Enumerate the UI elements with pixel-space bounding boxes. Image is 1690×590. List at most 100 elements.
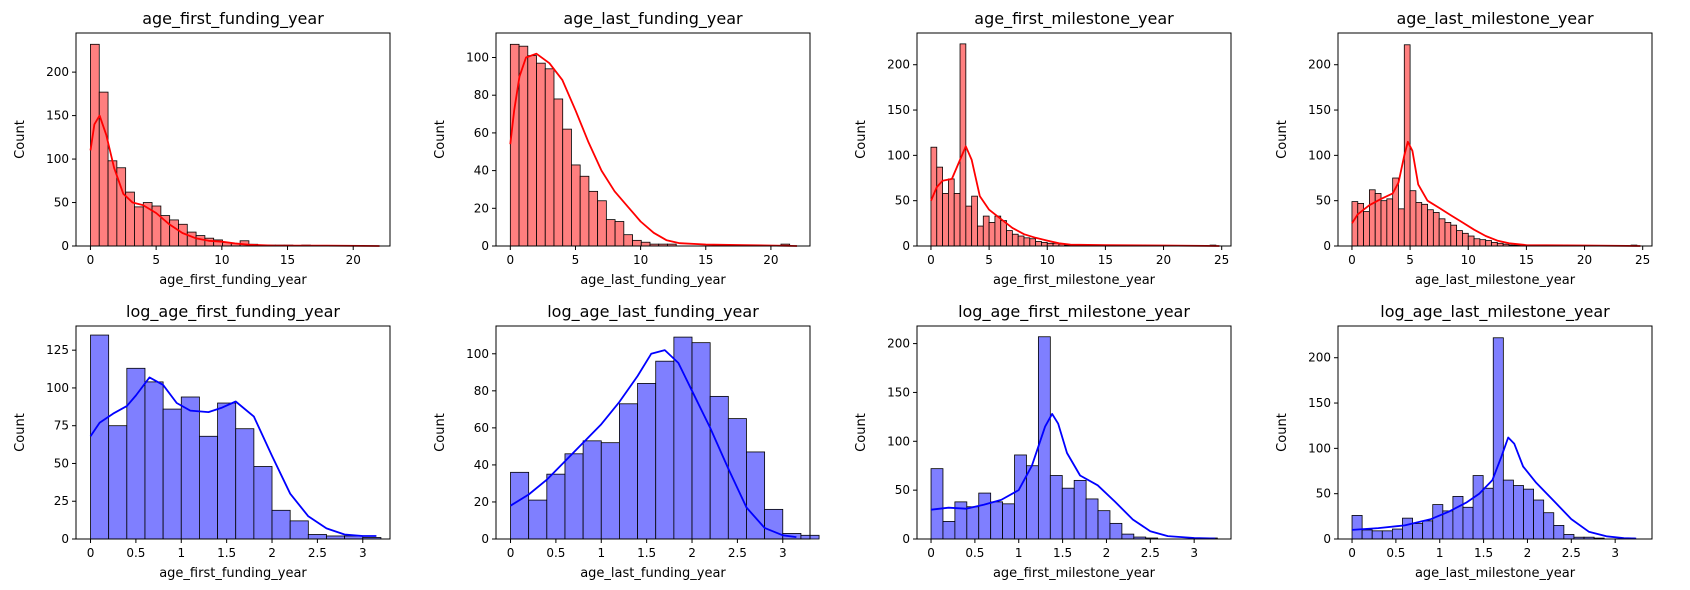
x-tick-label: 0 [507,546,515,560]
histogram-bar [990,501,1004,540]
x-tick-label: 3 [779,546,787,560]
y-tick-label: 80 [474,384,489,398]
x-tick-label: 5 [572,253,580,267]
subplot-1: 0 5 10 15 20050100150200age_first_funding_ye… [13,9,391,288]
histogram-bar [169,219,179,247]
histogram-bar [619,403,638,540]
histogram-bar [1026,465,1039,540]
kde-line [89,376,377,537]
y-axis-label: Count [433,120,448,159]
histogram-bar [1085,498,1099,540]
histogram-bar [605,219,616,247]
x-tick-label: 0 [927,253,935,267]
x-tick-label: 1 [177,546,185,560]
x-tick-label: 0 [1348,546,1356,560]
histogram-bar [965,205,973,247]
histogram-bar [1035,241,1042,247]
histogram-bar [1427,209,1434,247]
y-tick-label: 50 [1316,194,1331,208]
axes-frame [1337,32,1653,247]
y-tick-label: 40 [474,458,489,472]
histogram-bar [1502,479,1514,540]
histogram-bar [186,231,197,247]
subplot-title: log_age_first_funding_year [126,302,340,322]
histogram-bar [1361,529,1373,540]
y-tick-label: 200 [46,65,69,79]
histogram-bar [1442,510,1454,540]
y-tick-label: 150 [46,109,69,123]
x-tick-label: 25 [1635,253,1650,267]
histogram-bar [1011,233,1019,247]
y-axis-label: Count [433,413,448,452]
x-tick-label: 15 [1098,253,1113,267]
histogram-bar [623,234,633,247]
histogram-bar [1473,238,1481,247]
x-tick-label: 2.5 [728,546,747,560]
y-tick-label: 200 [887,58,910,72]
y-tick-label: 20 [474,495,489,509]
histogram-bar [1371,530,1383,540]
x-tick-label: 20 [763,253,778,267]
x-tick-label: 1.5 [1053,546,1072,560]
x-tick-label: 2 [1103,546,1111,560]
x-tick-label: 0 [927,546,935,560]
y-tick-label: 200 [1308,58,1331,72]
subplot-title: log_age_last_funding_year [547,302,759,322]
histogram-bar [1467,235,1475,247]
histogram-bar [614,221,625,247]
x-tick-label: 25 [1214,253,1229,267]
histogram-bar [253,466,273,540]
y-tick-label: 80 [474,88,489,102]
histogram-bar [204,237,215,247]
histogram-bar [1412,523,1424,540]
histogram-bar [1421,203,1428,247]
x-tick-label: 1 [597,546,605,560]
histogram-bar [1006,230,1013,247]
histogram-bar [582,440,602,540]
y-tick-label: 0 [902,239,910,253]
histogram-bar [1014,454,1027,540]
histogram-bar [673,336,693,540]
histogram-bar [134,206,144,247]
histogram-bar [988,222,996,247]
histogram-bar [930,468,944,540]
y-tick-label: 100 [46,381,69,395]
histogram-bar [126,367,146,540]
histogram-bar [1432,212,1440,247]
y-tick-label: 100 [466,347,489,361]
histogram-bar [1472,475,1484,540]
histogram-bar [1492,337,1504,540]
histogram-bar [1450,224,1458,247]
histogram-bar [1073,479,1087,540]
histogram-bar [235,428,255,540]
subplot-8: 0 0.5 1 1.5 2 2.5 3 0 50 100 150 200 log_age_last_mi… [1275,302,1653,581]
y-tick-label: 0 [61,532,69,546]
histogram-bar [544,68,555,247]
histogram-bar [1380,200,1388,247]
y-tick-label: 50 [54,196,69,210]
x-tick-label: 0 [87,546,95,560]
histogram-bar [632,239,642,247]
x-tick-label: 0.5 [1386,546,1405,560]
histogram-bar [600,442,620,540]
histogram-bar [1422,520,1434,540]
histogram-bar [1037,336,1051,540]
histogram-bar [1023,237,1031,247]
histogram-bar [1386,198,1394,247]
histogram-bar [271,509,291,540]
histogram-bar [977,225,984,247]
kde-line [1351,140,1641,247]
x-tick-label: 2 [1524,546,1532,560]
y-tick-label: 20 [474,201,489,215]
histogram-bar [691,342,711,540]
histogram-bar [1444,222,1452,247]
y-tick-label: 125 [46,343,69,357]
x-tick-label: 2 [688,546,696,560]
y-tick-label: 0 [481,239,489,253]
histogram-bar [162,408,182,540]
x-tick-label: 0.5 [965,546,984,560]
histogram-bar [959,43,967,247]
x-tick-label: 10 [1040,253,1055,267]
histogram-bar [1533,499,1545,540]
